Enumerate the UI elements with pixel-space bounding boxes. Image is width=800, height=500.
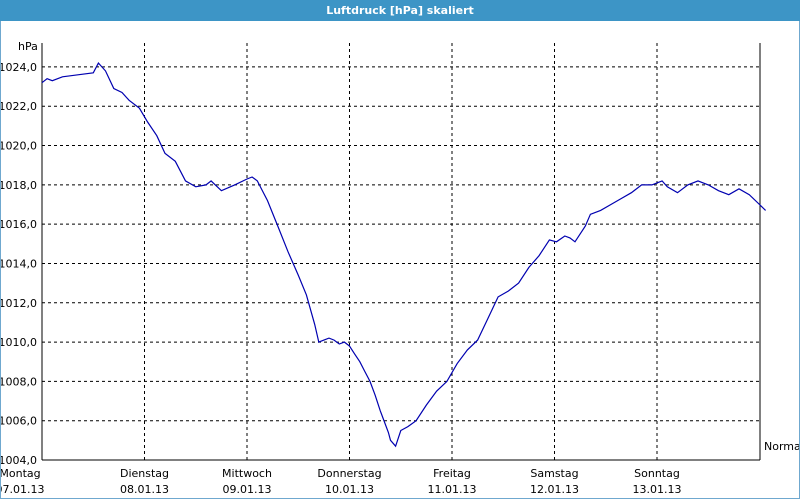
x-tick-day-label: Montag <box>0 467 41 480</box>
y-tick-label: 1006,0 <box>0 415 37 428</box>
y-tick-label: 1012,0 <box>0 297 37 310</box>
y-tick-label: 1010,0 <box>0 336 37 349</box>
pressure-chart: 1004,0 1006,0 1008,0 1010,0 1012,0 1014,0 1016… <box>0 40 800 496</box>
y-tick-label: 1022,0 <box>0 100 37 113</box>
x-axis-tick-labels: Montag 07.01.13 Dienstag 08.01.13 Mittwoch 09… <box>0 467 681 496</box>
x-tick-day-label: Freitag <box>433 467 471 480</box>
y-tick-label: 1008,0 <box>0 375 37 388</box>
normal-annotation: Normal <box>764 440 800 453</box>
y-tick-label: 1016,0 <box>0 218 37 231</box>
y-tick-label: 1024,0 <box>0 61 37 74</box>
x-tick-date-label: 09.01.13 <box>223 483 272 496</box>
x-tick-day-label: Sonntag <box>634 467 680 480</box>
y-tick-label: 1014,0 <box>0 257 37 270</box>
x-tick-date-label: 07.01.13 <box>0 483 44 496</box>
pressure-line <box>41 61 767 448</box>
x-tick-date-label: 11.01.13 <box>428 483 477 496</box>
x-tick-day-label: Samstag <box>530 467 578 480</box>
y-tick-label: 1018,0 <box>0 179 37 192</box>
x-tick-date-label: 13.01.13 <box>633 483 682 496</box>
y-axis-tick-labels: 1004,0 1006,0 1008,0 1010,0 1012,0 1014,0 1016… <box>0 61 37 467</box>
y-tick-label: 1020,0 <box>0 140 37 153</box>
x-tick-day-label: Dienstag <box>120 467 169 480</box>
chart-title: Luftdruck [hPa] skaliert <box>0 0 800 21</box>
x-tick-day-label: Donnerstag <box>317 467 381 480</box>
grid <box>41 43 761 461</box>
y-tick-label: 1004,0 <box>0 454 37 467</box>
x-tick-date-label: 10.01.13 <box>325 483 374 496</box>
x-tick-date-label: 12.01.13 <box>530 483 579 496</box>
series-layer <box>41 61 767 448</box>
x-tick-day-label: Mittwoch <box>222 467 272 480</box>
y-axis-label: hPa <box>18 40 38 53</box>
x-tick-date-label: 08.01.13 <box>120 483 169 496</box>
